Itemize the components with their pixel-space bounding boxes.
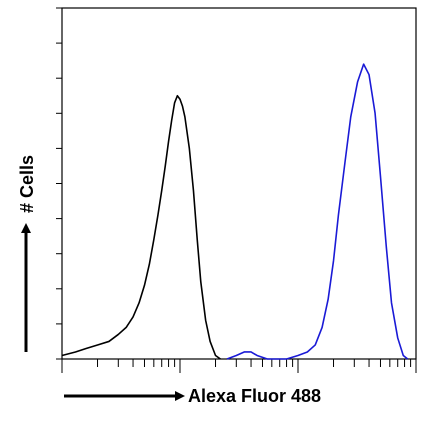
series-layer [61, 63, 409, 360]
y-axis-ticks [56, 7, 62, 360]
histogram-series-2 [226, 63, 409, 360]
x-axis-label: Alexa Fluor 488 [188, 386, 321, 406]
plot-frame [61, 7, 417, 360]
y-axis-label: # Cells [17, 155, 37, 213]
x-axis-ticks [61, 359, 417, 373]
histogram-series-1 [61, 94, 221, 360]
